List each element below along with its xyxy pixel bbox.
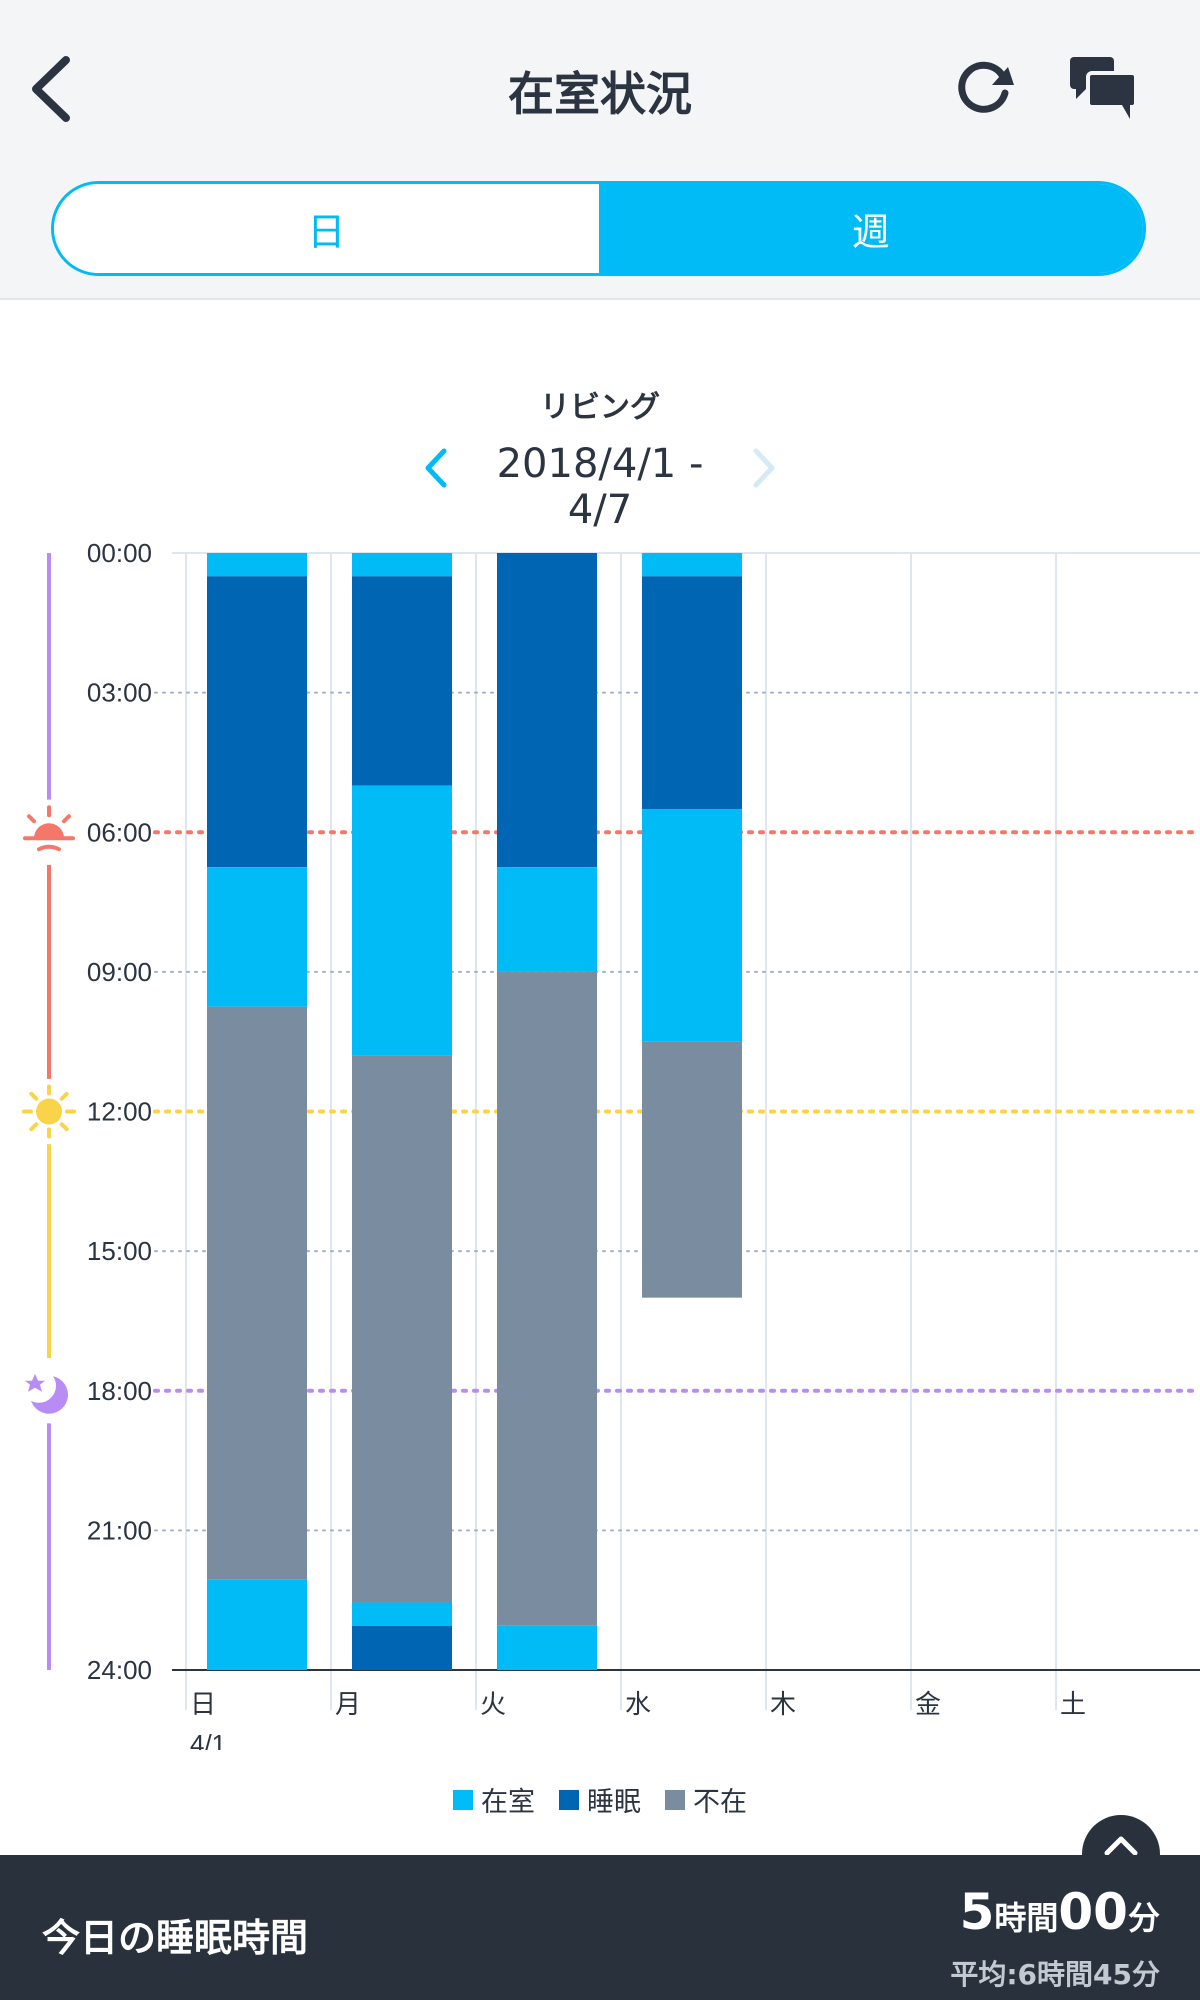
bar-segment-day1-sleep-1 — [352, 576, 452, 786]
bar-segment-day0-present-2 — [207, 867, 307, 1007]
bar-segment-day0-away-3 — [207, 1006, 307, 1580]
legend-item-present: 在室 — [453, 1780, 535, 1819]
bar-segment-day2-sleep-0 — [497, 553, 597, 868]
y-tick-label: 00:00 — [87, 538, 152, 568]
tab-week[interactable]: 週 — [598, 184, 1143, 273]
legend-label-sleep: 睡眠 — [587, 1787, 641, 1818]
x-tick-label: 月 — [335, 1690, 361, 1720]
chevron-up-icon — [1104, 1836, 1138, 1856]
chat-icon[interactable] — [1068, 55, 1140, 125]
bar-segment-day2-away-2 — [497, 971, 597, 1626]
header-bar: 在室状況 日 週 — [0, 0, 1200, 300]
sleep-average: 平均:6時間45分 — [950, 1958, 1160, 1991]
y-tick-label: 06:00 — [87, 817, 152, 847]
bar-segment-day3-away-3 — [642, 1041, 742, 1298]
y-tick-label: 18:00 — [87, 1376, 152, 1406]
bar-segment-day3-present-2 — [642, 808, 742, 1042]
chart-legend: 在室 睡眠 不在 — [0, 1780, 1200, 1819]
y-tick-label: 12:00 — [87, 1097, 152, 1127]
x-tick-label: 木 — [770, 1690, 796, 1720]
y-tick-label: 24:00 — [87, 1655, 152, 1685]
bar-segment-day3-sleep-1 — [642, 576, 742, 809]
legend-item-sleep: 睡眠 — [559, 1780, 641, 1819]
bar-segment-day0-present-0 — [207, 553, 307, 577]
moon-icon — [22, 1368, 68, 1414]
period-toggle: 日 週 — [51, 181, 1146, 276]
page-title: 在室状況 — [508, 67, 692, 121]
x-tick-label: 土 — [1060, 1690, 1086, 1720]
occupancy-chart: 00:00 03:00 06:00 09:00 12:00 15:00 18:00 21:00… — [22, 538, 1200, 1750]
date-range: 2018/4/1 - 4/7 — [496, 441, 704, 533]
y-tick-label: 09:00 — [87, 957, 152, 987]
legend-swatch-present — [453, 1789, 473, 1810]
bar-segment-day0-present-4 — [207, 1579, 307, 1670]
y-tick-label: 03:00 — [87, 678, 152, 708]
sunrise-icon — [23, 805, 75, 852]
sleep-summary-bar: 今日の睡眠時間 5時間00分 平均:6時間45分 — [0, 1855, 1200, 2000]
bar-segment-day1-present-4 — [352, 1602, 452, 1626]
bar-segment-day2-present-1 — [497, 867, 597, 972]
room-name: リビング — [540, 390, 660, 425]
x-tick-label: 日 — [190, 1690, 216, 1720]
bar-segment-day1-away-3 — [352, 1055, 452, 1603]
y-tick-label: 15:00 — [87, 1236, 152, 1266]
x-tick-label: 火 — [480, 1690, 506, 1720]
legend-item-away: 不在 — [665, 1780, 747, 1819]
legend-label-away: 不在 — [693, 1787, 747, 1818]
sleep-duration: 5時間00分 — [960, 1883, 1160, 1941]
prev-week-chevron-icon[interactable] — [418, 445, 454, 491]
sleep-hours: 5 — [959, 1883, 995, 1941]
sleep-minutes-unit: 分 — [1127, 1899, 1160, 1937]
legend-swatch-sleep — [559, 1789, 579, 1810]
y-tick-label: 21:00 — [87, 1515, 152, 1545]
bar-segment-day1-sleep-5 — [352, 1625, 452, 1670]
bar-segment-day0-sleep-1 — [207, 576, 307, 868]
bar-segment-day3-present-0 — [642, 553, 742, 577]
bar-segment-day2-present-3 — [497, 1625, 597, 1670]
tab-day[interactable]: 日 — [54, 184, 599, 273]
sleep-summary-label: 今日の睡眠時間 — [42, 1916, 309, 1960]
refresh-icon[interactable] — [950, 55, 1016, 121]
x-tick-date-label: 4/1 — [190, 1729, 226, 1750]
x-tick-label: 水 — [625, 1690, 651, 1720]
x-tick-label: 金 — [915, 1690, 941, 1720]
sleep-minutes: 00 — [1058, 1883, 1128, 1941]
bar-segment-day1-present-2 — [352, 785, 452, 1056]
sleep-hours-unit: 時間 — [994, 1899, 1059, 1937]
sun-icon — [22, 1084, 76, 1139]
next-week-chevron-icon[interactable] — [746, 445, 782, 491]
legend-label-present: 在室 — [481, 1787, 535, 1818]
bar-segment-day1-present-0 — [352, 553, 452, 577]
back-arrow-icon[interactable] — [22, 52, 82, 126]
legend-swatch-away — [665, 1789, 685, 1810]
